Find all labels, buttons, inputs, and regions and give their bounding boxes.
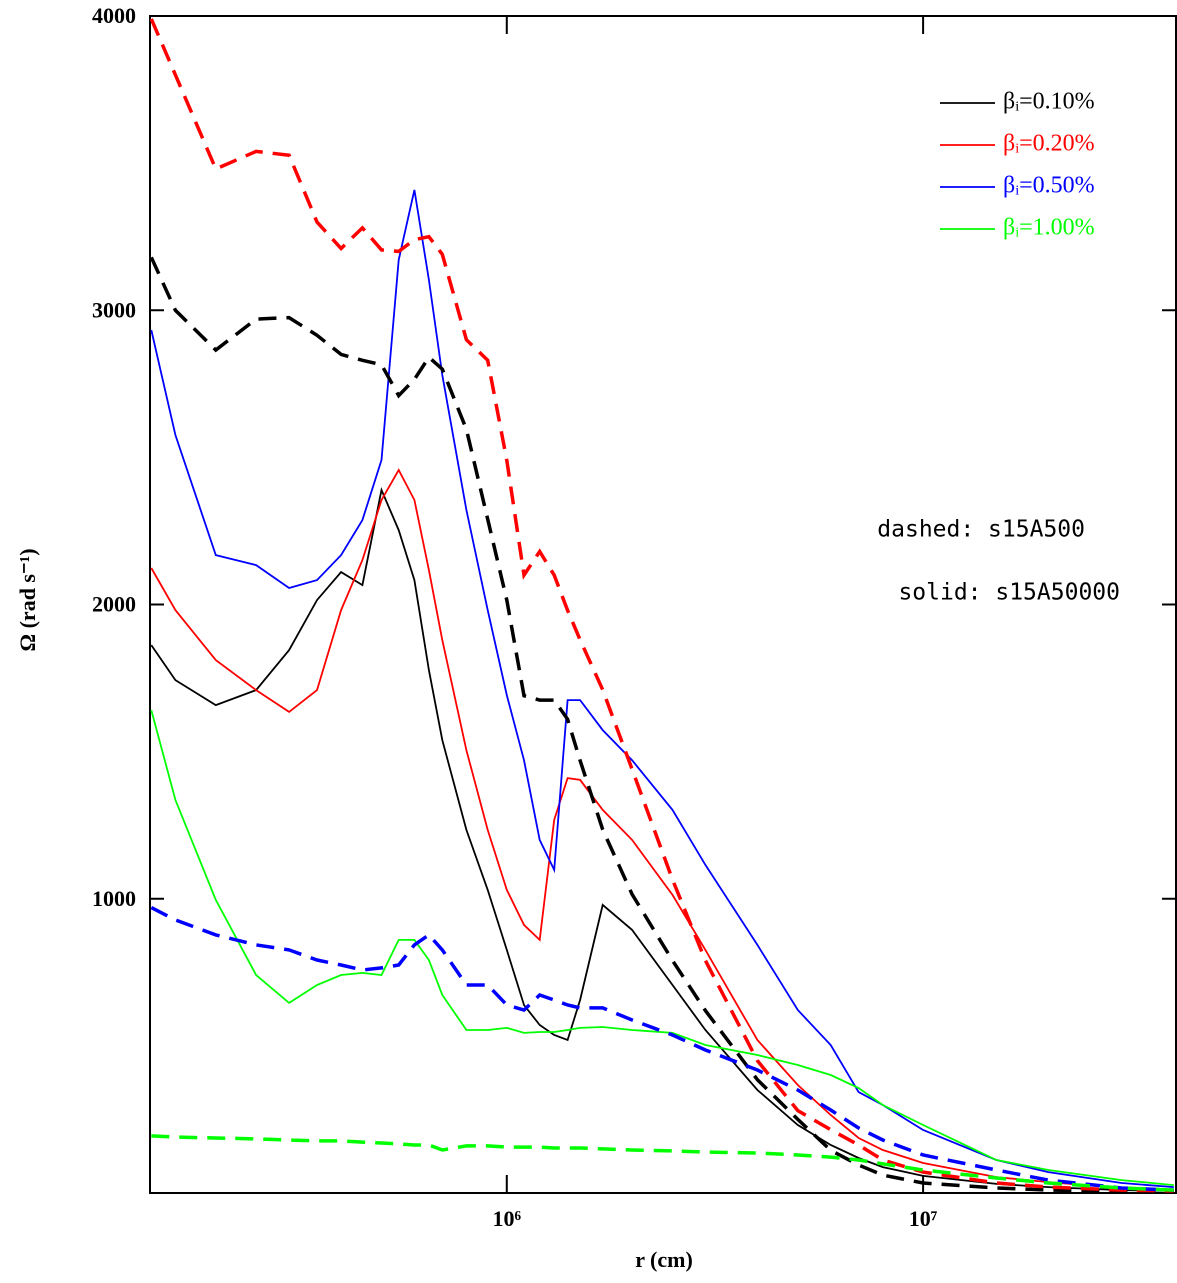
x-axis-label: r (cm) (635, 1247, 693, 1272)
data-line (150, 189, 1174, 1188)
annotation: solid: s15A50000 (898, 580, 1120, 606)
legend-label: βᵢ=0.20% (1003, 131, 1095, 157)
legend-label: βᵢ=0.10% (1003, 89, 1095, 115)
data-line (150, 468, 1174, 1191)
x-tick-label: 10⁶ (492, 1206, 521, 1231)
y-axis-label: Ω (rad s⁻¹) (15, 548, 40, 651)
x-tick-label: 10⁷ (909, 1206, 938, 1231)
legend-label: βᵢ=0.50% (1003, 173, 1095, 199)
annotation: dashed: s15A500 (877, 517, 1085, 543)
legend-label: βᵢ=1.00% (1003, 215, 1095, 241)
y-tick-label: 2000 (92, 592, 136, 617)
data-line (149, 18, 1174, 1193)
y-tick-label: 4000 (92, 3, 136, 28)
y-tick-label: 1000 (92, 886, 136, 911)
data-line (150, 906, 1174, 1192)
data-line (151, 1134, 1174, 1192)
y-tick-label: 3000 (92, 297, 136, 322)
data-line (149, 256, 1174, 1194)
data-line (150, 709, 1174, 1186)
